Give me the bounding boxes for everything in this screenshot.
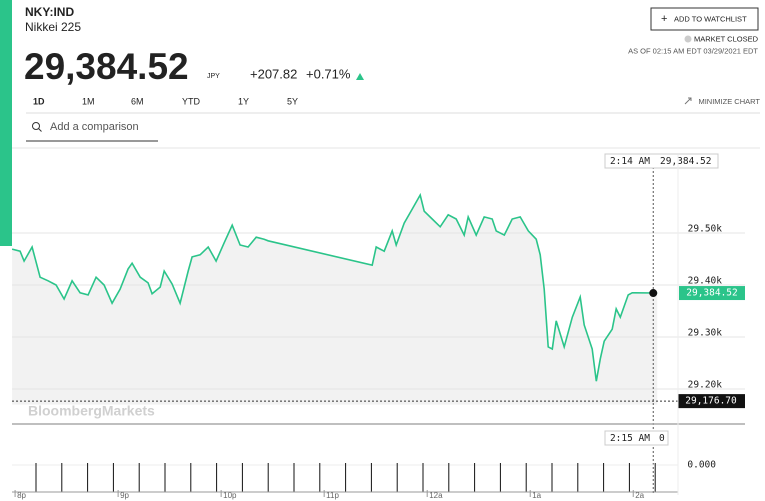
y-tick-label: 29.40k bbox=[688, 276, 723, 287]
cursor-tag bbox=[604, 153, 719, 169]
y-tick-label: 29.50k bbox=[688, 224, 723, 235]
button-label[interactable]: ADD TO WATCHLIST bbox=[674, 14, 747, 23]
search-icon-handle[interactable] bbox=[38, 128, 42, 132]
x-tick-label: 2a bbox=[635, 491, 644, 500]
x-tick-label: 10p bbox=[223, 491, 237, 500]
current-tag bbox=[679, 286, 745, 301]
previous-close-label: 29,176.70 bbox=[685, 396, 737, 407]
status-dot bbox=[684, 35, 692, 43]
plus-icon[interactable]: + bbox=[661, 13, 667, 25]
tab[interactable]: YTD bbox=[182, 96, 201, 106]
current-point bbox=[649, 289, 658, 298]
price: 29,384.52 bbox=[24, 46, 189, 87]
tab[interactable]: 5Y bbox=[287, 96, 298, 106]
y-tick-label: 29.30k bbox=[688, 328, 723, 339]
minimize-chart[interactable]: MINIMIZE CHART bbox=[698, 97, 760, 106]
watchlist-button[interactable]: + ADD TO WATCHLIST bbox=[650, 7, 759, 31]
panel-cursor-time: 2:15 AM bbox=[610, 433, 650, 444]
chart: 29.20k 29.30k 29.40k 29.50k 29,176.70 29,384.… bbox=[11, 153, 745, 500]
panel-cursor-value: 0 bbox=[659, 433, 665, 444]
previous-close-tag bbox=[678, 394, 745, 409]
tab[interactable]: 1D bbox=[33, 96, 45, 106]
tab[interactable]: 1M bbox=[82, 96, 95, 106]
search-icon[interactable] bbox=[32, 122, 40, 130]
x-tick-label: 8p bbox=[17, 491, 26, 500]
change: +207.82 bbox=[250, 66, 297, 81]
panel-tick-label: 0.000 bbox=[687, 460, 716, 471]
comparison-input[interactable]: Add a comparison bbox=[50, 121, 139, 133]
panel-cursor-tag bbox=[604, 430, 669, 446]
price-line bbox=[11, 192, 658, 382]
y-tick-label: 29.20k bbox=[688, 380, 723, 391]
tab[interactable]: 6M bbox=[131, 96, 144, 106]
tab[interactable]: 1Y bbox=[238, 96, 249, 106]
price-area bbox=[12, 195, 658, 405]
as-of: AS OF 02:15 AM EDT 03/29/2021 EDT bbox=[628, 46, 758, 55]
symbol: NKY:IND bbox=[25, 5, 74, 19]
up-arrow bbox=[356, 73, 364, 80]
x-tick-label: 11p bbox=[326, 491, 339, 500]
index-name: Nikkei 225 bbox=[25, 20, 81, 34]
change-pct: +0.71% bbox=[306, 66, 351, 81]
x-tick-label: 1a bbox=[532, 491, 541, 500]
cursor-value: 29,384.52 bbox=[660, 156, 711, 167]
minimize-icon[interactable] bbox=[684, 97, 692, 105]
current-label: 29,384.52 bbox=[686, 288, 737, 299]
button-frame[interactable] bbox=[650, 7, 759, 31]
tabs: 1D 1M 6M YTD 1Y 5Y bbox=[33, 96, 298, 106]
currency: JPY bbox=[207, 73, 220, 80]
watermark: BloombergMarkets bbox=[28, 403, 155, 419]
market-status: MARKET CLOSED bbox=[694, 34, 759, 43]
x-tick-label: 9p bbox=[120, 491, 129, 500]
accent-strip bbox=[0, 0, 12, 246]
cursor-time: 2:14 AM bbox=[610, 156, 650, 167]
x-tick-label: 12a bbox=[429, 491, 443, 500]
